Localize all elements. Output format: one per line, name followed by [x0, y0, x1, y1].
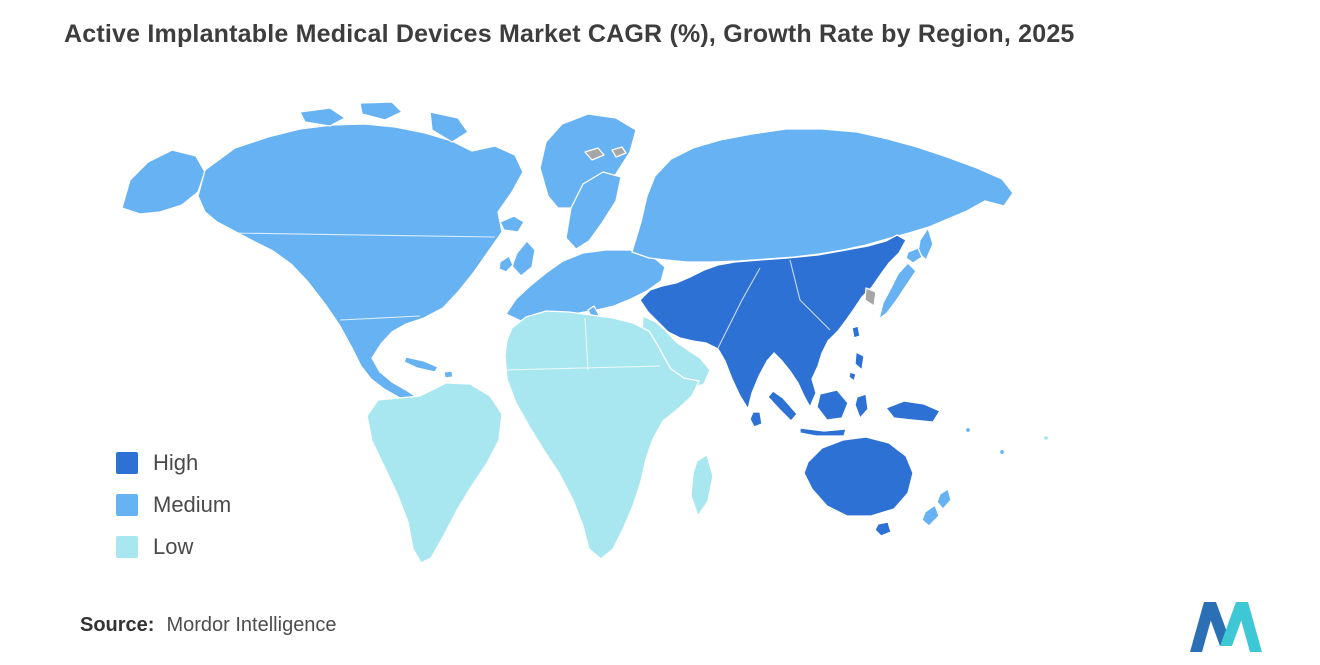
region-baffin-island: [429, 111, 469, 143]
region-arctic-island-2: [359, 101, 403, 121]
legend-item-low: Low: [116, 534, 231, 560]
legend: High Medium Low: [116, 450, 231, 560]
region-united-kingdom: [511, 240, 536, 277]
legend-label-high: High: [153, 450, 199, 475]
source-text: Mordor Intelligence: [166, 614, 337, 636]
legend-swatch-high: [116, 452, 138, 474]
region-iceland: [499, 215, 525, 233]
region-sri-lanka: [749, 411, 763, 428]
legend-swatch-low: [116, 536, 138, 558]
page-title: Active Implantable Medical Devices Marke…: [64, 20, 1075, 48]
region-java: [799, 427, 847, 437]
legend-item-high: High: [116, 450, 231, 476]
legend-label-medium: Medium: [153, 492, 232, 517]
region-philippines-2: [848, 371, 857, 382]
region-svalbard-1: [584, 147, 605, 161]
region-sumatra: [767, 390, 798, 422]
region-new-zealand-north: [936, 488, 952, 510]
region-taiwan: [851, 325, 861, 339]
region-sulawesi: [854, 393, 869, 419]
legend-item-medium: Medium: [116, 492, 231, 518]
legend-swatch-medium: [116, 494, 138, 516]
region-pacific-island-1: [964, 426, 972, 434]
region-hispaniola: [443, 370, 454, 379]
region-alaska: [121, 149, 206, 215]
region-pacific-island-2: [998, 448, 1006, 456]
region-pacific-island-3: [1042, 434, 1050, 442]
region-scandinavia: [565, 171, 622, 250]
region-japan-honshu: [878, 262, 917, 320]
region-korea: [864, 287, 877, 307]
region-new-guinea: [885, 400, 941, 423]
region-ireland: [498, 255, 514, 273]
region-svalbard-2: [611, 146, 627, 158]
country-borders: [229, 232, 831, 371]
legend-label-low: Low: [153, 534, 194, 559]
logo-stroke-right-leg: [1236, 602, 1262, 652]
region-borneo: [816, 389, 849, 421]
source-line: Source: Mordor Intelligence: [80, 614, 337, 637]
region-japan-hokkaido: [905, 247, 923, 264]
region-madagascar: [690, 454, 714, 517]
region-russia: [631, 128, 1014, 263]
region-north-america: [197, 123, 524, 405]
region-south-america: [366, 382, 503, 564]
region-tasmania: [874, 521, 892, 537]
region-asia-high: [639, 234, 907, 410]
mordor-intelligence-logo: [1190, 602, 1262, 652]
region-philippines-1: [854, 351, 865, 371]
region-new-zealand-south: [921, 504, 940, 527]
source-label: Source:: [80, 614, 155, 636]
region-cuba: [403, 356, 439, 373]
region-arctic-island-1: [299, 107, 346, 127]
region-africa: [504, 310, 700, 560]
region-australia: [803, 436, 914, 517]
